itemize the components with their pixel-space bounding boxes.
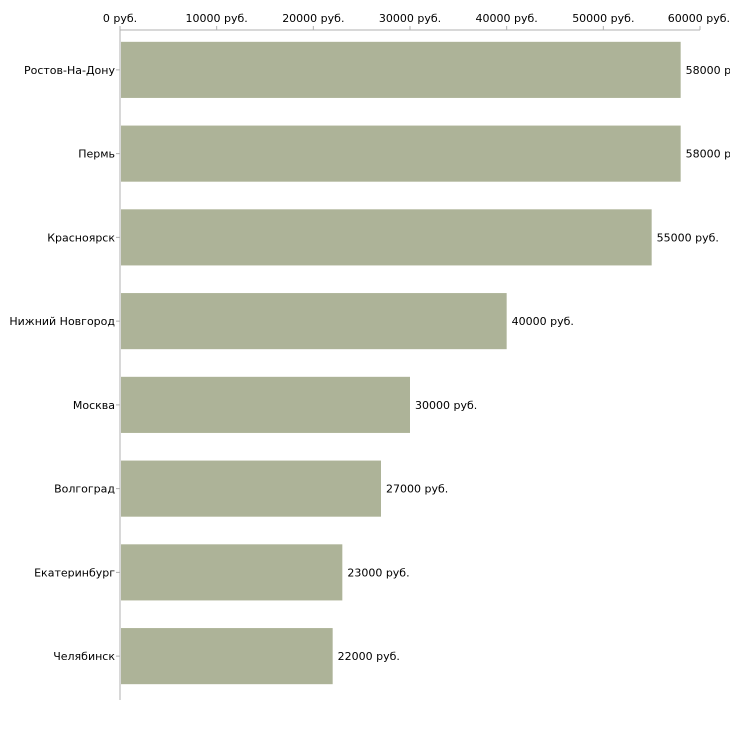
category-label: Волгоград: [54, 483, 115, 496]
bar: [121, 209, 652, 266]
category-label: Пермь: [78, 148, 115, 161]
bar: [121, 41, 681, 98]
x-tick-label: 40000 руб.: [476, 12, 538, 25]
bar: [121, 125, 681, 182]
value-label: 23000 руб.: [347, 566, 409, 579]
value-label: 22000 руб.: [338, 650, 400, 663]
category-label: Екатеринбург: [34, 566, 115, 579]
bar: [121, 293, 507, 350]
bar: [121, 628, 333, 685]
bar: [121, 376, 410, 433]
value-label: 55000 руб.: [657, 231, 719, 244]
bar: [121, 460, 381, 517]
axes: [116, 29, 700, 700]
x-tick-label: 60000 руб.: [668, 12, 730, 25]
category-label: Челябинск: [53, 650, 115, 663]
bar: [121, 544, 343, 601]
x-tick-label: 50000 руб.: [572, 12, 634, 25]
category-label: Нижний Новгород: [9, 315, 115, 328]
category-label: Красноярск: [47, 231, 115, 244]
value-label: 30000 руб.: [415, 399, 477, 412]
x-tick-label: 30000 руб.: [379, 12, 441, 25]
category-label: Москва: [73, 399, 115, 412]
x-tick-label: 10000 руб.: [186, 12, 248, 25]
value-label: 40000 руб.: [512, 315, 574, 328]
value-label: 58000 руб.: [686, 64, 730, 77]
x-axis-ticks: 0 руб. 10000 руб. 20000 руб. 30000 руб. 4000…: [103, 12, 730, 30]
value-label: 27000 руб.: [386, 483, 448, 496]
category-label: Ростов-На-Дону: [24, 64, 115, 77]
x-tick-label: 0 руб.: [103, 12, 137, 25]
value-labels: 58000 руб. 58000 руб. 55000 руб. 40000 руб.…: [338, 64, 730, 663]
category-labels: Ростов-На-Дону Пермь Красноярск Нижний Новг…: [9, 64, 115, 663]
x-tick-label: 20000 руб.: [282, 12, 344, 25]
bars: [121, 41, 681, 685]
value-label: 58000 руб.: [686, 148, 730, 161]
